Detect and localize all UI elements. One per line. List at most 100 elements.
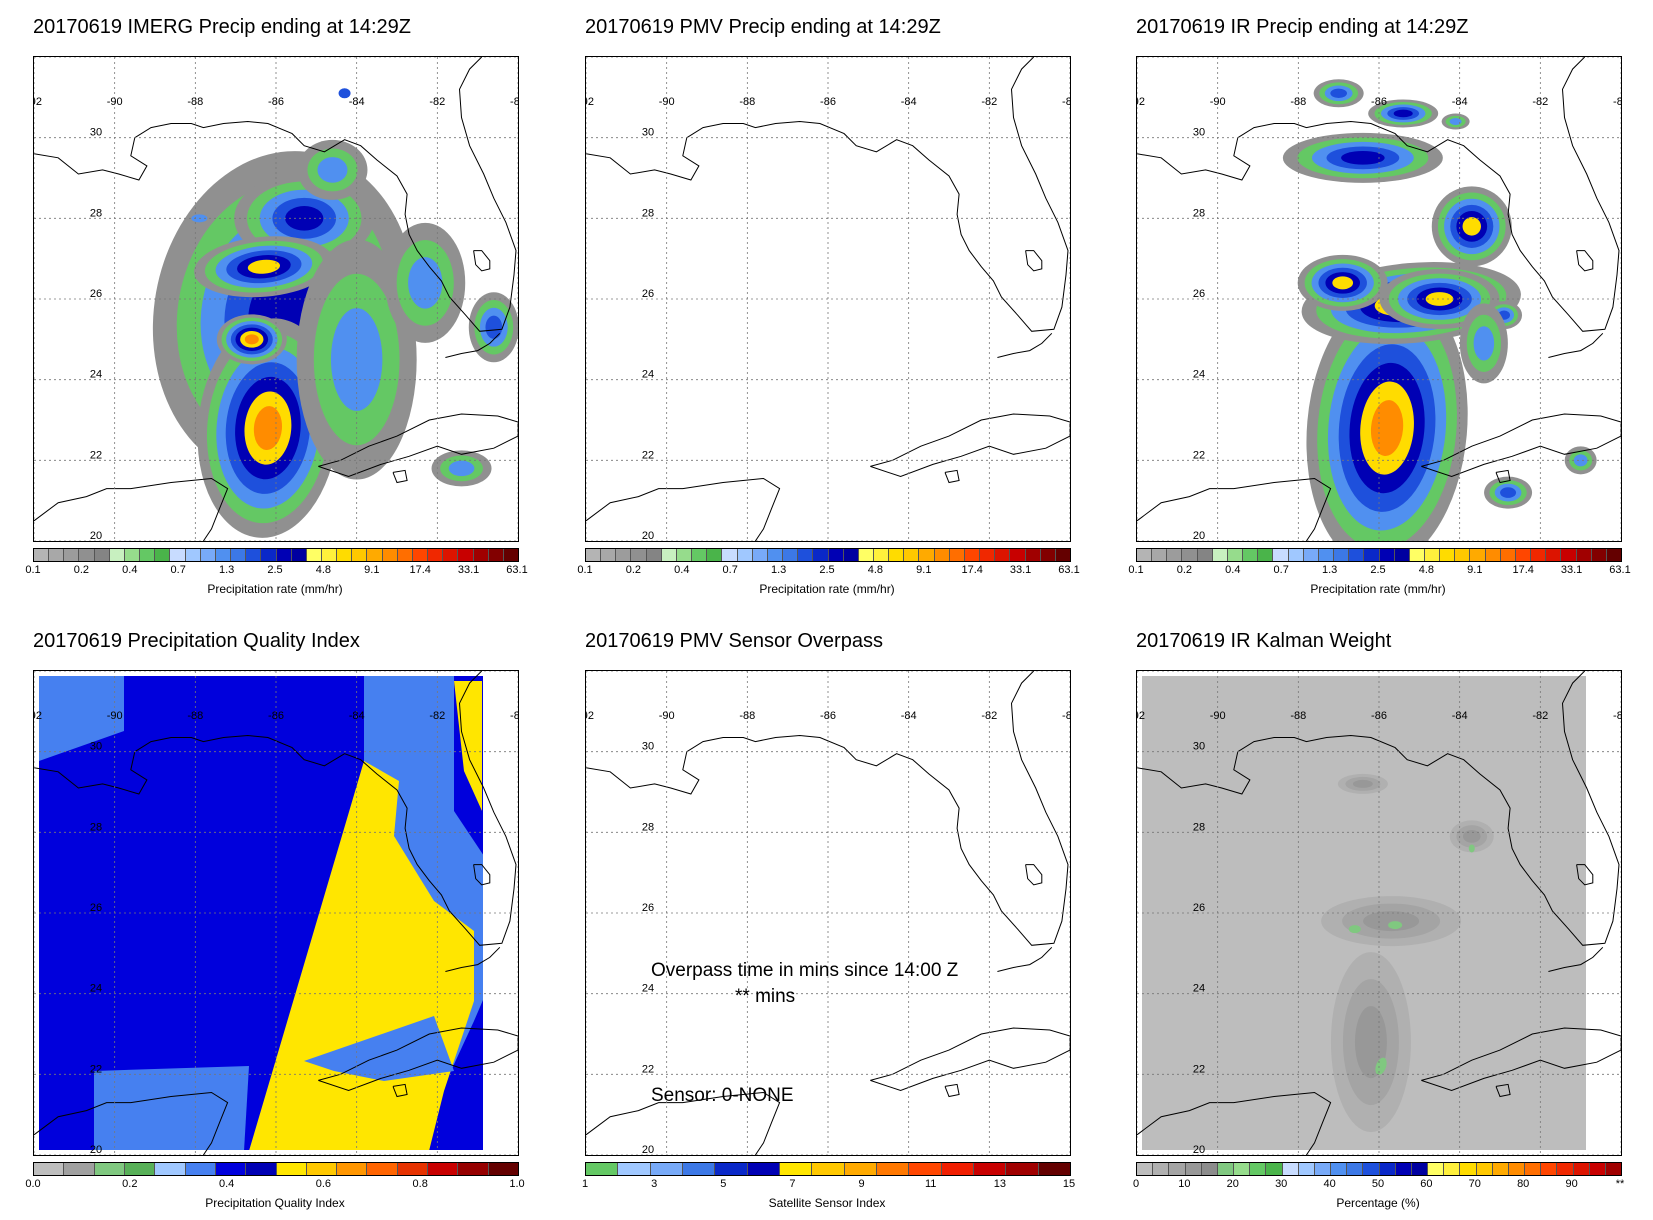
longitude-label: -86 — [1371, 96, 1387, 108]
colorbar-swatch — [1525, 1163, 1542, 1175]
colorbar-tick-label: 1.3 — [218, 564, 235, 576]
coastline — [34, 1091, 229, 1155]
colorbar-tick-label: 33.1 — [457, 564, 480, 576]
colorbar-swatch — [783, 549, 799, 561]
coastline — [473, 250, 491, 272]
colorbar-tick-label: 33.1 — [1560, 564, 1583, 576]
precip-cell — [317, 157, 348, 183]
colorbar-swatch — [1258, 549, 1274, 561]
colorbar-tick-label: 30 — [1275, 1178, 1288, 1190]
kalman-cell — [1462, 829, 1481, 843]
colorbar-tick-label: 0.2 — [122, 1178, 138, 1190]
coastline — [445, 332, 501, 358]
colorbar-swatch — [473, 549, 489, 561]
latitude-label: 32 — [642, 671, 654, 672]
latitude-label: 30 — [642, 741, 654, 753]
latitude-label: 22 — [642, 1063, 654, 1075]
colorbar-tick-label: 33.1 — [1009, 564, 1032, 576]
colorbar-tick-label: 2.5 — [1370, 564, 1386, 576]
colorbar-swatch — [1364, 549, 1380, 561]
panel-title: 20170619 IR Kalman Weight — [1136, 630, 1392, 652]
panel-pqi: 20170619 Precipitation Quality Index -92… — [25, 630, 553, 1220]
latitude-label: 24 — [642, 369, 654, 381]
pqi-region — [94, 1066, 249, 1151]
colorbar-swatch — [707, 549, 723, 561]
longitude-label: -90 — [659, 710, 675, 722]
panel-pmv-precip: 20170619 PMV Precip ending at 14:29Z -92… — [577, 16, 1105, 606]
longitude-label: -88 — [187, 710, 203, 722]
colorbar-swatch — [1314, 1163, 1332, 1175]
latitude-label: 20 — [642, 1144, 654, 1155]
colorbar-swatch — [601, 549, 617, 561]
colorbar-swatch — [1288, 549, 1304, 561]
colorbar-tick-label: 9.1 — [364, 564, 380, 576]
precip-cell — [1500, 487, 1517, 498]
coastline — [586, 57, 1069, 332]
colorbar-swatch — [1040, 549, 1056, 561]
colorbar-swatch — [812, 1163, 845, 1175]
colorbar-swatch — [828, 549, 844, 561]
colorbar-ticks: 0.1 0.2 0.4 0.7 1.3 2.5 4.8 9.1 17.4 33.1 63.1 — [1128, 564, 1636, 578]
colorbar-swatch — [995, 549, 1011, 561]
latitude-label: 20 — [642, 530, 654, 541]
colorbar — [585, 1162, 1071, 1176]
colorbar-swatch — [337, 549, 353, 561]
colorbar-swatch — [1266, 1163, 1283, 1175]
latitude-label: 30 — [1193, 127, 1205, 139]
longitude-label: -88 — [739, 710, 755, 722]
colorbar-swatch — [185, 549, 201, 561]
colorbar-tick-label: 63.1 — [1058, 564, 1080, 576]
coastline — [392, 469, 408, 484]
colorbar-swatch — [1455, 549, 1471, 561]
colorbar-swatch — [306, 1163, 338, 1175]
colorbar-swatch — [909, 1163, 942, 1175]
colorbar-swatch — [1460, 1163, 1477, 1175]
coastline — [1137, 671, 1620, 946]
colorbar-swatch — [428, 549, 444, 561]
colorbar-swatch — [215, 549, 232, 561]
colorbar-swatch — [1010, 549, 1026, 561]
longitude-label: -86 — [1371, 710, 1387, 722]
colorbar-swatch — [276, 549, 292, 561]
colorbar-tick-label: 0.6 — [315, 1178, 332, 1190]
longitude-label: -82 — [1532, 96, 1548, 108]
pqi-region — [39, 676, 124, 761]
colorbar-tick-label: ** — [1615, 1178, 1625, 1190]
colorbar-swatch — [321, 549, 338, 561]
coastline — [473, 864, 491, 886]
panel-title: 20170619 IMERG Precip ending at 14:29Z — [33, 16, 412, 38]
colorbar-swatch — [844, 1163, 877, 1175]
colorbar-swatch — [904, 549, 920, 561]
longitude-label: -88 — [1290, 710, 1306, 722]
precip-cell — [1473, 326, 1495, 361]
colorbar-tick-label: 0.2 — [1176, 564, 1193, 576]
colorbar-tick-label: 0.1 — [25, 564, 41, 576]
colorbar-swatch — [747, 1163, 780, 1175]
field-layer — [1282, 79, 1597, 541]
colorbar-swatch — [1411, 1163, 1429, 1175]
colorbar-ticks: 0.0 0.2 0.4 0.6 0.8 1.0 — [25, 1178, 533, 1192]
colorbar-swatch — [1424, 549, 1441, 561]
longitude-label: -84 — [1452, 96, 1468, 108]
colorbar-swatch — [1476, 1163, 1493, 1175]
colorbar-tick-label: 2.5 — [267, 564, 283, 576]
coastline — [1025, 864, 1043, 886]
colorbar — [33, 1162, 519, 1176]
colorbar-swatch — [488, 549, 504, 561]
colorbar-label: Precipitation Quality Index — [205, 1196, 345, 1210]
longitude-label: -84 — [1452, 710, 1468, 722]
colorbar-swatch — [367, 1163, 398, 1175]
kalman-cell — [1363, 911, 1420, 932]
colorbar-swatch — [140, 549, 156, 561]
colorbar-swatch — [1153, 1163, 1170, 1175]
colorbar-tick-label: 0.4 — [674, 564, 690, 576]
latitude-label: 20 — [1193, 1144, 1205, 1155]
latitude-label: 30 — [90, 741, 102, 753]
colorbar-swatch — [941, 1163, 974, 1175]
colorbar-swatch — [1303, 549, 1319, 561]
longitude-label: -80 — [1613, 96, 1621, 108]
colorbar-swatch — [428, 1163, 459, 1175]
longitude-label: -86 — [820, 710, 836, 722]
colorbar-swatch — [1531, 549, 1547, 561]
longitude-label: -90 — [107, 96, 123, 108]
